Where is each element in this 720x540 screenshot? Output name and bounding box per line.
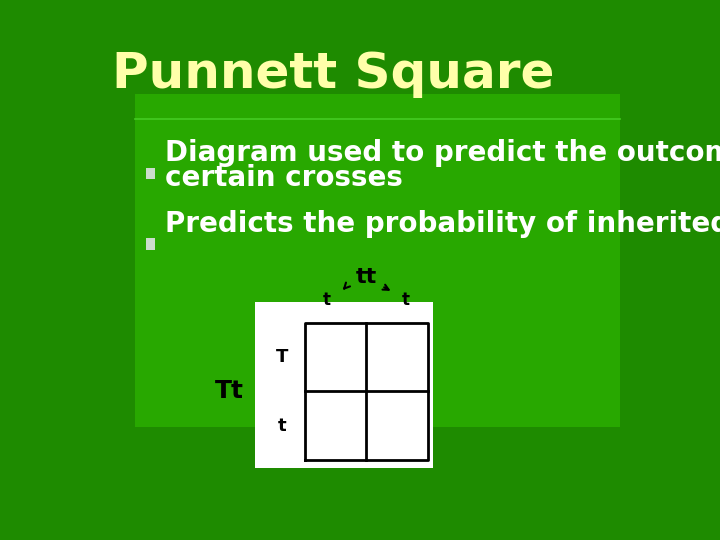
- Bar: [135, 94, 620, 427]
- Text: t: t: [402, 291, 410, 309]
- Bar: [255, 302, 433, 468]
- Text: Tt: Tt: [215, 379, 244, 403]
- Text: T: T: [276, 348, 289, 366]
- Text: Diagram used to predict the outcome of: Diagram used to predict the outcome of: [166, 139, 720, 167]
- Text: Punnett Square: Punnett Square: [112, 50, 554, 98]
- Text: t: t: [278, 416, 287, 435]
- Text: Predicts the probability of inherited traits: Predicts the probability of inherited tr…: [166, 210, 720, 238]
- Bar: [145, 238, 155, 250]
- Text: t: t: [323, 291, 330, 309]
- Bar: [145, 167, 155, 179]
- Text: certain crosses: certain crosses: [166, 164, 403, 192]
- Text: tt: tt: [356, 267, 377, 287]
